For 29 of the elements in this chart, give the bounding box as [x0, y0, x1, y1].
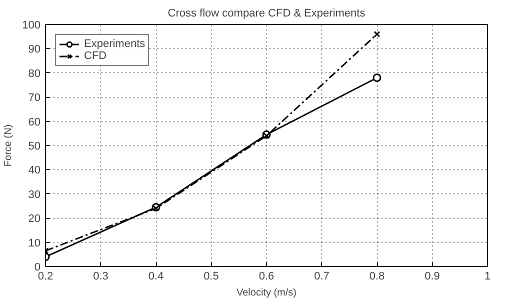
x-tick-label: 0.3: [93, 270, 108, 282]
chart-title: Cross flow compare CFD & Experiments: [168, 8, 366, 20]
x-tick-label: 0.2: [38, 270, 54, 282]
x-axis-title: Velocity (m/s): [236, 288, 297, 298]
legend-label: CFD: [84, 50, 107, 62]
x-tick-label: 0.9: [424, 270, 440, 282]
point: [263, 132, 270, 140]
y-tick-label: 60: [28, 116, 41, 128]
x-tick-label: 0.7: [314, 270, 330, 282]
y-tick-label: 50: [28, 140, 41, 152]
point: [372, 73, 382, 82]
y-tick-label: 80: [28, 68, 41, 80]
y-tick-label: 40: [28, 164, 41, 177]
x-tick-label: 0.4: [148, 270, 164, 282]
x-tick-label: 0.5: [204, 270, 219, 282]
y-tick-label: 10: [28, 237, 41, 250]
y-tick-label: 20: [28, 213, 41, 226]
y-tick-label: 30: [28, 188, 41, 201]
y-tick-label: 100: [22, 20, 41, 32]
point: [152, 205, 160, 212]
y-axis-title: Force (N): [3, 124, 14, 167]
legend-label: Experiments: [84, 38, 146, 50]
y-tick-label: 0: [34, 262, 41, 274]
point: [374, 30, 380, 38]
x-tick-label: 0.6: [258, 270, 274, 282]
y-tick-label: 90: [28, 44, 41, 56]
y-tick-label: 70: [28, 92, 41, 104]
x-tick-label: 0.8: [369, 270, 385, 282]
x-tick-label: 1: [484, 270, 491, 282]
